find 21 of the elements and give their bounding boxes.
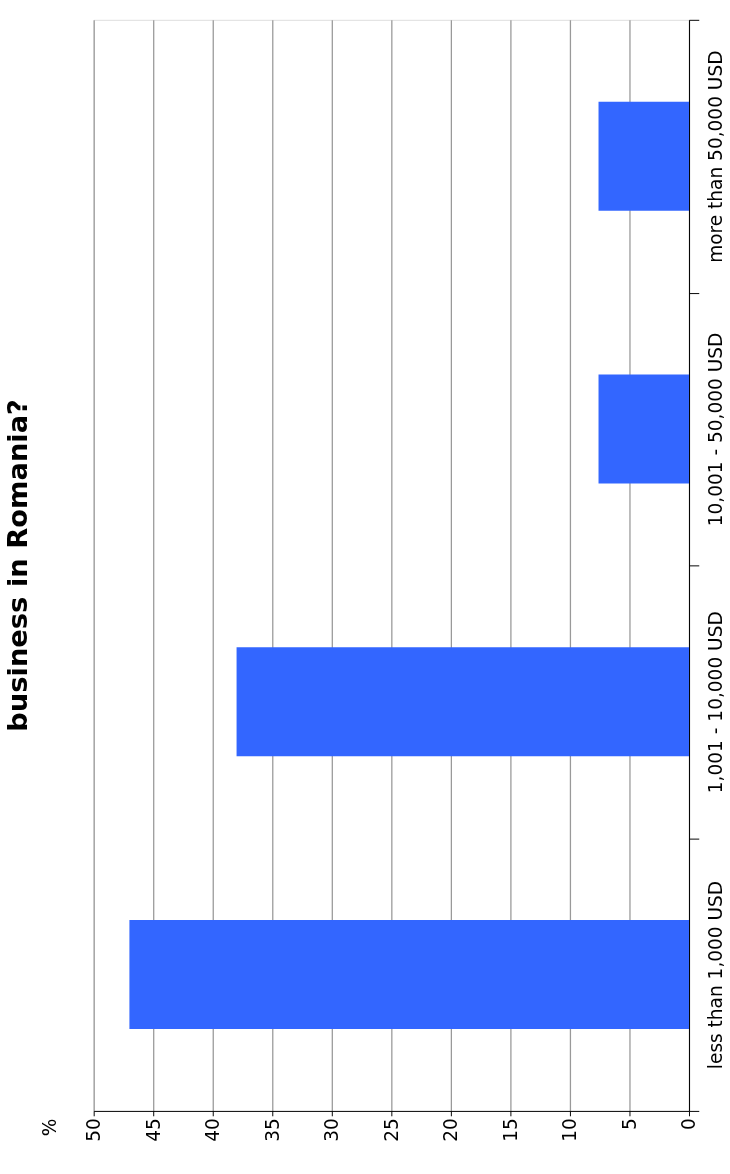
x-tick-label: 45	[142, 1118, 164, 1142]
bar	[598, 374, 690, 484]
bar	[598, 101, 690, 211]
x-tick-label: 5	[618, 1118, 640, 1131]
text: business in Romania?	[2, 399, 34, 732]
x-tick-label: 25	[380, 1118, 402, 1142]
y-tick-label: more than 50,000 USD	[704, 50, 726, 263]
y-tick-label: 1,001 - 10,000 USD	[704, 611, 726, 794]
bar	[129, 919, 690, 1030]
x-tick-label: 0	[678, 1118, 700, 1131]
bar	[236, 647, 690, 757]
y-tick-label: less than 1,000 USD	[704, 880, 726, 1070]
x-tick-label: 20	[440, 1118, 462, 1142]
y-tick-label: 10,001 - 50,000 USD	[704, 332, 726, 527]
x-tick-label: 50	[83, 1118, 105, 1142]
x-tick-label: 10	[559, 1118, 581, 1142]
x-tick-label: 15	[499, 1118, 521, 1142]
text: %	[38, 1118, 60, 1137]
x-tick-label: 30	[321, 1118, 343, 1142]
x-tick-label: 40	[202, 1118, 224, 1142]
x-tick-label: 35	[261, 1118, 283, 1142]
